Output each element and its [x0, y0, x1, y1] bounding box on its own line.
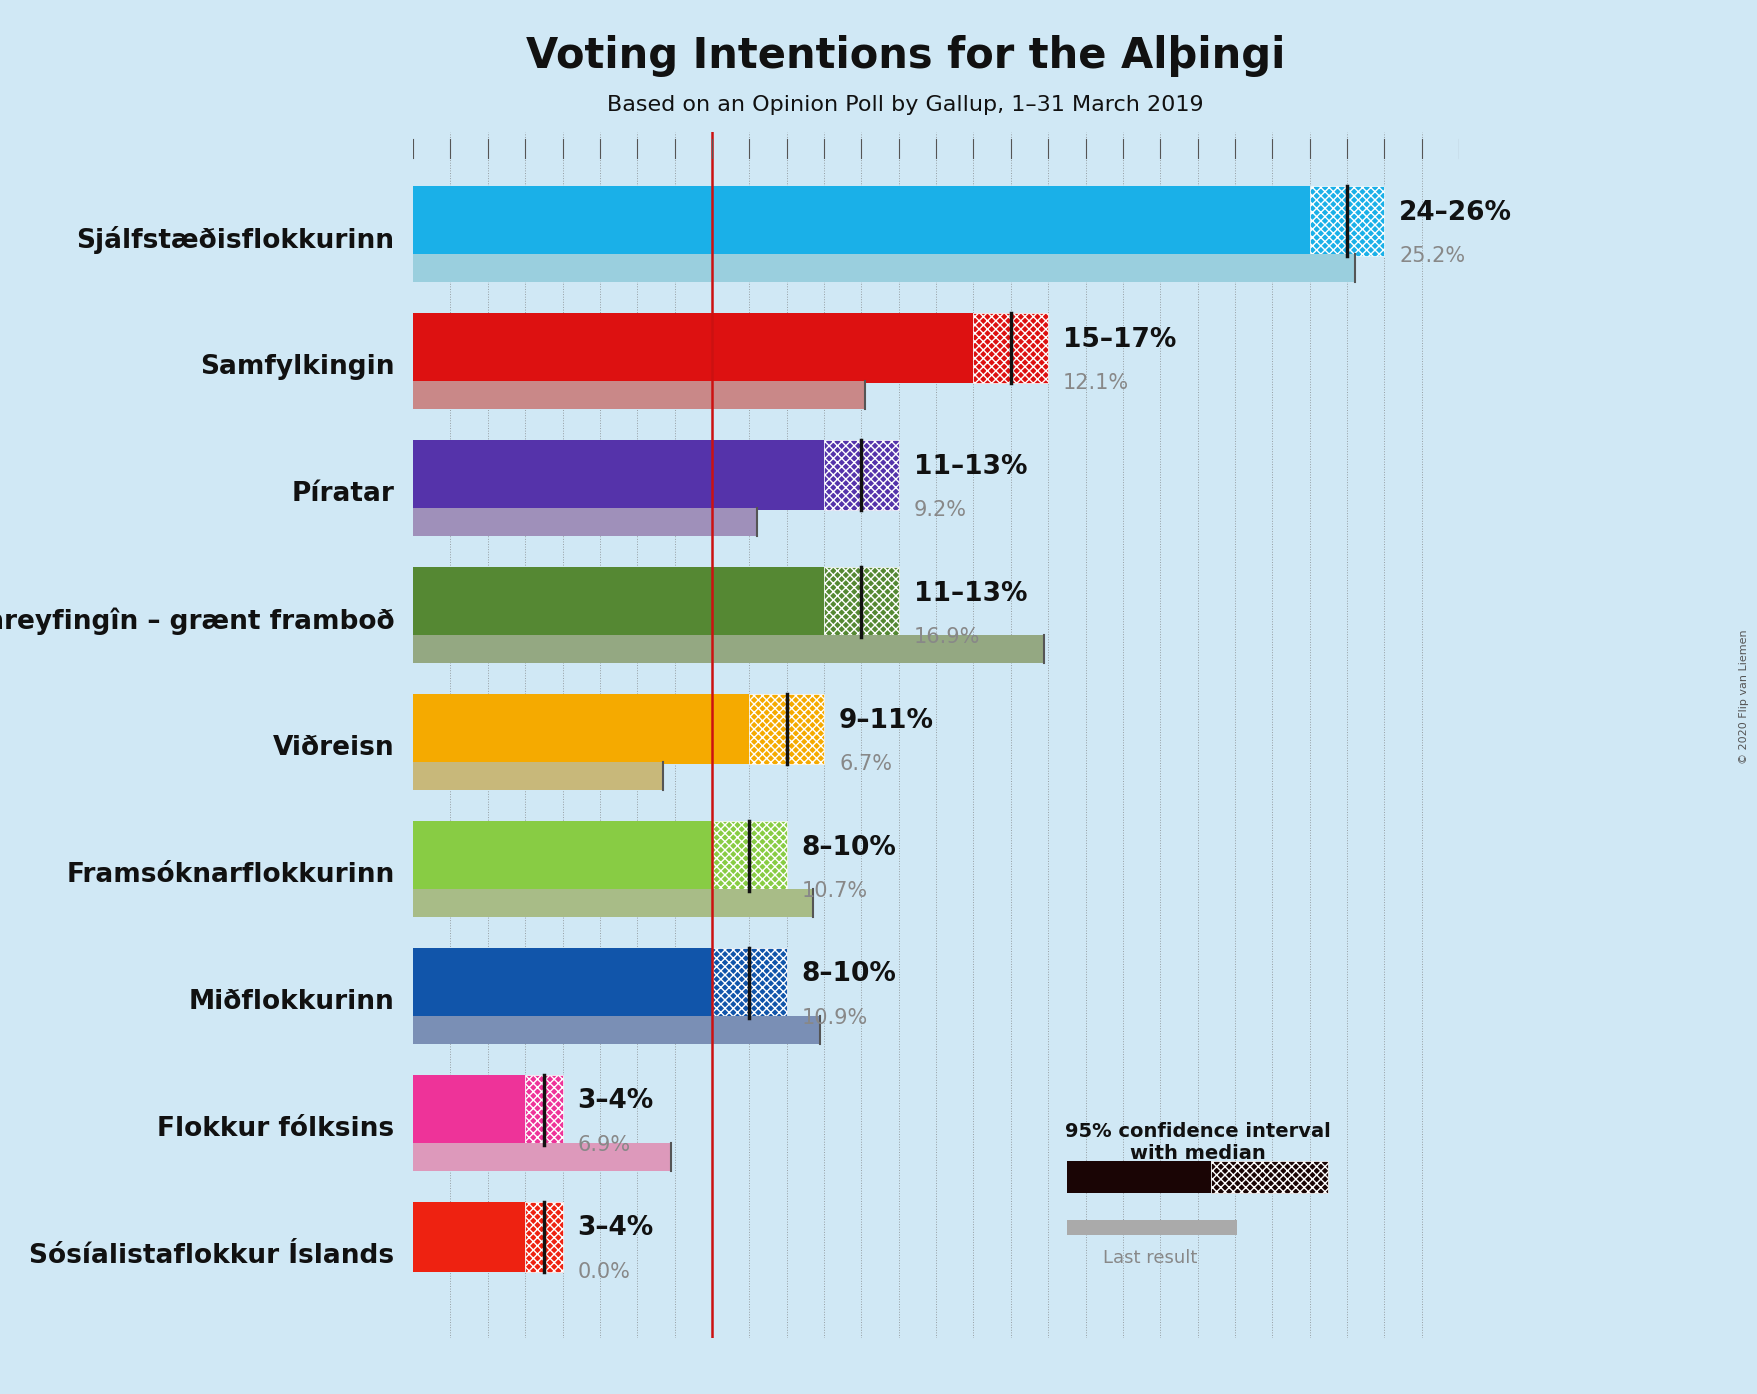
Text: Samfylkingin: Samfylkingin	[200, 354, 394, 381]
Text: 24–26%: 24–26%	[1399, 199, 1511, 226]
Text: Last result: Last result	[1103, 1249, 1197, 1267]
Bar	[413, 636, 1044, 664]
Bar	[413, 509, 756, 537]
Bar	[413, 889, 812, 917]
Text: 10.9%: 10.9%	[801, 1008, 868, 1027]
Text: Based on an Opinion Poll by Gallup, 1–31 March 2019: Based on an Opinion Poll by Gallup, 1–31…	[606, 95, 1204, 114]
Text: Miðflokkurinn: Miðflokkurinn	[188, 988, 394, 1015]
Text: Voting Intentions for the Alþingi: Voting Intentions for the Alþingi	[525, 35, 1284, 77]
Bar	[973, 314, 1047, 383]
Text: 0.0%: 0.0%	[576, 1262, 631, 1281]
Bar	[525, 1202, 562, 1271]
Text: Sjálfstæðisflokkurinn: Sjálfstæðisflokkurinn	[76, 226, 394, 254]
Text: © 2020 Flip van Liemen: © 2020 Flip van Liemen	[1738, 630, 1748, 764]
Bar	[413, 314, 973, 383]
Bar	[413, 1143, 671, 1171]
Text: 8–10%: 8–10%	[801, 835, 896, 860]
Text: 95% confidence interval
with median: 95% confidence interval with median	[1065, 1122, 1330, 1164]
Text: 15–17%: 15–17%	[1063, 326, 1175, 353]
Bar	[413, 187, 1309, 256]
Bar	[413, 948, 712, 1018]
Text: Flokkur fólksins: Flokkur fólksins	[156, 1115, 394, 1142]
Text: 6.9%: 6.9%	[576, 1135, 631, 1154]
Bar	[1066, 1161, 1211, 1193]
Bar	[413, 1075, 525, 1144]
Text: 11–13%: 11–13%	[914, 581, 1026, 606]
Bar	[413, 1016, 821, 1044]
Bar	[1309, 187, 1383, 256]
Text: 3–4%: 3–4%	[576, 1216, 654, 1241]
Text: 9.2%: 9.2%	[914, 500, 966, 520]
Text: Vinstrihreyfingîn – grænt framboð: Vinstrihreyfingîn – grænt framboð	[0, 608, 394, 634]
Bar	[1211, 1161, 1328, 1193]
Text: 9–11%: 9–11%	[838, 708, 933, 733]
Bar	[413, 821, 712, 891]
Text: 11–13%: 11–13%	[914, 454, 1026, 480]
Bar	[824, 441, 898, 510]
Bar	[712, 948, 785, 1018]
Text: 25.2%: 25.2%	[1399, 247, 1465, 266]
Bar	[413, 694, 748, 764]
Text: 3–4%: 3–4%	[576, 1089, 654, 1114]
Text: 16.9%: 16.9%	[914, 627, 980, 647]
Text: Píratar: Píratar	[292, 481, 394, 507]
Text: Sósíalistaflokkur Íslands: Sósíalistaflokkur Íslands	[30, 1242, 394, 1269]
Bar	[413, 763, 662, 790]
Text: Framsóknarflokkurinn: Framsóknarflokkurinn	[67, 861, 394, 888]
Bar	[748, 694, 824, 764]
Text: 12.1%: 12.1%	[1063, 374, 1128, 393]
Bar	[413, 567, 824, 637]
Bar	[1066, 1220, 1237, 1235]
Bar	[525, 1075, 562, 1144]
Bar	[413, 1202, 525, 1271]
Text: 8–10%: 8–10%	[801, 962, 896, 987]
Text: Viðreisn: Viðreisn	[272, 735, 394, 761]
Bar	[413, 381, 864, 408]
Text: 6.7%: 6.7%	[838, 754, 891, 774]
Bar	[413, 254, 1353, 282]
Bar	[824, 567, 898, 637]
Text: 10.7%: 10.7%	[801, 881, 868, 901]
Bar	[712, 821, 785, 891]
Bar	[413, 441, 824, 510]
